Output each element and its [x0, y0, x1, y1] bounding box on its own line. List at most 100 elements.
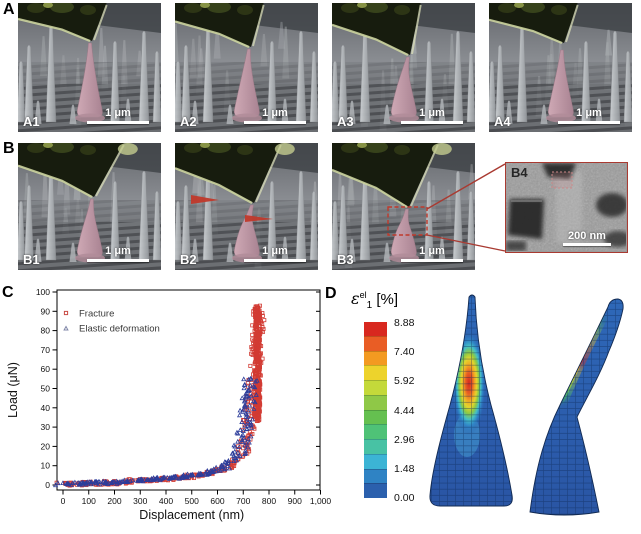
sem-image	[332, 3, 475, 132]
scale-bar-label: 1 μm	[419, 245, 445, 257]
panel-label-D: D	[325, 285, 337, 302]
sem-image	[18, 143, 161, 270]
y-tick-label: 70	[41, 345, 51, 355]
panel-sublabel: A4	[494, 114, 511, 129]
scale-bar-label: 1 μm	[262, 245, 288, 257]
scale-bar-label: 1 μm	[262, 107, 288, 119]
fem-mesh-bent	[529, 298, 624, 516]
legend-fracture: Fracture	[79, 309, 114, 320]
panel-sublabel: B2	[180, 252, 197, 267]
epsilon-sub: 1	[366, 300, 373, 311]
epsilon-unit: [%]	[376, 291, 399, 308]
sem-image	[18, 3, 161, 132]
colorbar-segment	[364, 468, 387, 484]
scale-bar-label: 1 μm	[105, 245, 131, 257]
colorbar-segment	[364, 394, 387, 410]
x-tick-label: 900	[288, 496, 302, 506]
legend-elastic: Elastic deformation	[79, 324, 160, 335]
sem-image	[175, 3, 318, 132]
scale-bar-label: 1 μm	[576, 107, 602, 119]
panel-sublabel: A3	[337, 114, 354, 129]
y-tick-label: 0	[45, 480, 50, 490]
colorbar-tick-label: 1.48	[394, 463, 415, 475]
sem-image	[489, 3, 632, 132]
x-tick-label: 1,000	[310, 496, 332, 506]
sem-panel-b1: B1 1 μm	[18, 143, 161, 270]
colorbar-tick-label: 4.44	[394, 404, 415, 417]
scale-bar-label: 1 μm	[105, 107, 131, 119]
x-tick-label: 200	[107, 496, 121, 506]
epsilon-sup: el	[359, 290, 367, 300]
panel-sublabel: B3	[337, 252, 354, 267]
colorbar-segment	[364, 483, 387, 498]
x-tick-label: 500	[185, 496, 199, 506]
scale-bar	[87, 259, 149, 262]
scale-bar	[401, 259, 463, 262]
scale-bar-label: 1 μm	[419, 107, 445, 119]
y-tick-label: 40	[41, 403, 51, 413]
sem-image	[175, 143, 318, 270]
x-tick-label: 100	[82, 496, 96, 506]
scale-bar-label: 200 nm	[568, 230, 606, 242]
scale-bar	[244, 259, 306, 262]
x-axis-label: Displacement (nm)	[139, 508, 244, 522]
panel-sublabel: A2	[180, 114, 197, 129]
colorbar-segment	[364, 335, 387, 351]
y-tick-label: 90	[41, 306, 51, 316]
sem-panel-a2: A2 1 μm	[175, 3, 318, 132]
sem-panel-a4: A4 1 μm	[489, 3, 632, 132]
tem-inset-b4: B4 200 nm	[505, 162, 628, 253]
scale-bar	[563, 243, 611, 246]
y-tick-label: 30	[41, 422, 51, 432]
colorbar-tick-label: 2.96	[394, 433, 415, 446]
y-tick-label: 50	[41, 384, 51, 394]
colorbar-tick-labels: 8.88 7.40 5.92 4.44 2.96 1.48 0.00	[392, 317, 432, 504]
y-tick-label: 10	[41, 461, 51, 471]
panel-sublabel: B1	[23, 252, 40, 267]
colorbar-segment	[364, 439, 387, 454]
colorbar-tick-label: 5.92	[394, 375, 415, 388]
colorbar-segment	[364, 365, 387, 380]
colorbar-tick-label: 8.88	[394, 317, 415, 329]
x-tick-label: 400	[159, 496, 173, 506]
scale-bar	[244, 121, 306, 124]
scale-bar	[558, 121, 620, 124]
fem-simulation	[429, 294, 624, 516]
panel-sublabel: B4	[511, 165, 528, 180]
panel-label-B: B	[3, 140, 15, 157]
sem-panel-a3: A3 1 μm	[332, 3, 475, 132]
colorbar-tick-label: 7.40	[394, 346, 415, 359]
epsilon-symbol: ε	[351, 289, 360, 308]
y-tick-label: 80	[41, 326, 51, 336]
x-tick-label: 0	[61, 496, 66, 506]
colorbar-segment	[364, 380, 387, 395]
y-tick-label: 100	[36, 288, 50, 297]
x-tick-label: 800	[262, 496, 276, 506]
tem-image	[506, 163, 627, 251]
panel-sublabel: A1	[23, 114, 40, 129]
fem-mesh-upright	[429, 294, 513, 507]
x-tick-label: 700	[236, 496, 250, 506]
x-tick-label: 600	[210, 496, 224, 506]
panel-label-C: C	[2, 284, 14, 301]
colorbar-segment	[364, 322, 387, 336]
colorbar-segment	[364, 453, 387, 469]
colorbar	[364, 322, 387, 498]
y-tick-label: 20	[41, 441, 51, 451]
colorbar-segment	[364, 350, 387, 366]
x-tick-label: 300	[133, 496, 147, 506]
sem-panel-b2: B2 1 μm	[175, 143, 318, 270]
sem-panel-b3: B3 1 μm	[332, 143, 475, 270]
scale-bar	[401, 121, 463, 124]
colorbar-segment	[364, 424, 387, 439]
strain-scale-title: εel1 [%]	[351, 289, 398, 311]
load-displacement-chart: 0 100 200 300 400 500 600 700 800 900 1,000 0 10 20 30…	[6, 288, 332, 522]
y-tick-label: 60	[41, 364, 51, 374]
scale-bar	[87, 121, 149, 124]
sem-panel-a1: A1 1 μm	[18, 3, 161, 132]
panel-label-A: A	[3, 1, 15, 18]
y-axis-label: Load (μN)	[6, 362, 20, 418]
colorbar-tick-label: 0.00	[394, 492, 415, 505]
colorbar-segment	[364, 409, 387, 425]
